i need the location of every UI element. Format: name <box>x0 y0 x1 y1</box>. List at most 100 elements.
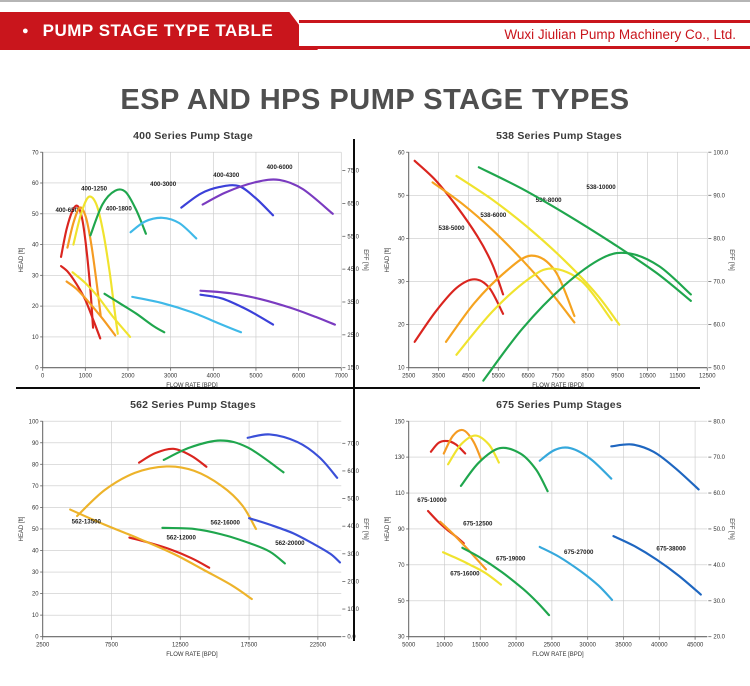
svg-text:50.0: 50.0 <box>713 527 725 533</box>
svg-text:150: 150 <box>395 420 406 426</box>
svg-text:80: 80 <box>32 463 39 469</box>
svg-text:3500: 3500 <box>432 373 446 379</box>
svg-text:80.0: 80.0 <box>713 420 725 426</box>
svg-text:FLOW RATE [BPD]: FLOW RATE [BPD] <box>166 383 218 389</box>
chart-panel-562-series: 562 Series Pump Stages 2500 7500 12500 1750… <box>16 398 370 665</box>
svg-text:50: 50 <box>398 599 405 605</box>
svg-text:70: 70 <box>32 484 39 490</box>
banner-title: PUMP STAGE TYPE TABLE <box>42 21 274 40</box>
svg-text:7500: 7500 <box>551 373 565 379</box>
company-strip: Wuxi Jiulian Pump Machinery Co., Ltd. <box>299 20 750 49</box>
svg-text:90: 90 <box>32 441 39 447</box>
charts-grid: 400 Series Pump Stage 0 1000 2000 3000 4000 5… <box>0 129 750 666</box>
svg-text:12500: 12500 <box>172 643 189 649</box>
svg-text:400-1800: 400-1800 <box>106 206 133 213</box>
svg-text:17500: 17500 <box>241 643 258 649</box>
svg-text:40: 40 <box>32 243 39 249</box>
svg-text:50: 50 <box>32 527 39 533</box>
svg-text:0: 0 <box>35 635 39 641</box>
svg-text:130: 130 <box>395 456 406 462</box>
svg-text:110: 110 <box>395 491 405 497</box>
svg-text:538-8000: 538-8000 <box>536 197 563 204</box>
svg-text:EFF [%]: EFF [%] <box>362 519 368 541</box>
chart-538-series: 2500 3500 4500 5500 6500 7500 8500 9500 10500 115… <box>385 150 734 389</box>
svg-text:30.0: 30.0 <box>713 599 725 605</box>
svg-text:HEAD [ft]: HEAD [ft] <box>19 247 25 272</box>
svg-text:7500: 7500 <box>105 643 119 649</box>
svg-text:3000: 3000 <box>164 373 178 379</box>
svg-text:FLOW RATE [BPD]: FLOW RATE [BPD] <box>532 653 584 659</box>
svg-text:30: 30 <box>398 280 405 286</box>
svg-text:70.0: 70.0 <box>713 456 725 462</box>
svg-text:30: 30 <box>32 273 39 279</box>
svg-text:10500: 10500 <box>639 373 656 379</box>
svg-text:40000: 40000 <box>651 643 668 649</box>
svg-text:70: 70 <box>398 563 405 569</box>
svg-text:100.0: 100.0 <box>713 150 729 156</box>
svg-text:60: 60 <box>398 150 405 156</box>
svg-text:400-1250: 400-1250 <box>81 186 108 193</box>
svg-text:60: 60 <box>32 506 39 512</box>
svg-text:60.0: 60.0 <box>713 491 725 497</box>
svg-text:562-20000: 562-20000 <box>275 541 305 548</box>
chart-title-562-series: 562 Series Pump Stages <box>130 399 256 412</box>
svg-text:40: 40 <box>32 549 39 555</box>
svg-text:30: 30 <box>398 635 405 641</box>
svg-text:EFF [%]: EFF [%] <box>362 249 368 271</box>
svg-text:2000: 2000 <box>121 373 135 379</box>
svg-text:30: 30 <box>32 570 39 576</box>
svg-text:5000: 5000 <box>402 643 416 649</box>
svg-text:EFF [%]: EFF [%] <box>728 519 734 541</box>
svg-text:45000: 45000 <box>687 643 704 649</box>
svg-text:5500: 5500 <box>492 373 506 379</box>
svg-text:HEAD [ft]: HEAD [ft] <box>385 517 391 542</box>
svg-text:9500: 9500 <box>611 373 625 379</box>
svg-text:HEAD [ft]: HEAD [ft] <box>385 247 391 272</box>
svg-text:562-16000: 562-16000 <box>211 520 241 527</box>
svg-text:11500: 11500 <box>669 373 686 379</box>
chart-675-series: 5000 10000 15000 20000 25000 30000 35000 40000 4… <box>385 420 734 659</box>
svg-text:675-10000: 675-10000 <box>417 497 447 504</box>
svg-text:2500: 2500 <box>402 373 416 379</box>
svg-text:6500: 6500 <box>522 373 536 379</box>
svg-text:80.0: 80.0 <box>713 236 725 242</box>
svg-text:50: 50 <box>32 212 39 218</box>
svg-text:100: 100 <box>29 420 40 426</box>
svg-text:10: 10 <box>32 614 39 620</box>
svg-text:FLOW RATE [BPD]: FLOW RATE [BPD] <box>166 653 218 659</box>
svg-text:40: 40 <box>398 236 405 242</box>
svg-text:4000: 4000 <box>207 373 221 379</box>
chart-title-675-series: 675 Series Pump Stages <box>496 399 622 412</box>
svg-text:675-38000: 675-38000 <box>656 546 686 553</box>
svg-text:400-3000: 400-3000 <box>150 181 177 188</box>
svg-text:538-5000: 538-5000 <box>439 225 466 232</box>
svg-text:60.0: 60.0 <box>713 323 725 329</box>
svg-text:400-650: 400-650 <box>55 207 78 214</box>
svg-text:20.0: 20.0 <box>713 635 725 641</box>
svg-text:90.0: 90.0 <box>713 193 725 199</box>
svg-text:FLOW RATE [BPD]: FLOW RATE [BPD] <box>532 383 584 389</box>
svg-text:20: 20 <box>32 304 39 310</box>
svg-text:675-19000: 675-19000 <box>496 556 526 563</box>
svg-text:50.0: 50.0 <box>713 366 725 372</box>
divider-horizontal <box>16 387 700 389</box>
svg-text:1000: 1000 <box>79 373 93 379</box>
company-name: Wuxi Jiulian Pump Machinery Co., Ltd. <box>504 27 736 42</box>
svg-text:538-6000: 538-6000 <box>480 212 507 219</box>
svg-text:562-13500: 562-13500 <box>72 519 102 526</box>
svg-text:12500: 12500 <box>699 373 716 379</box>
chart-562-series: 2500 7500 12500 17500 22500 0 10 20 30 40 50 60 70 80… <box>19 420 368 659</box>
svg-text:2500: 2500 <box>36 643 50 649</box>
page-header: ● PUMP STAGE TYPE TABLE Wuxi Jiulian Pum… <box>0 2 750 50</box>
bullet-icon: ● <box>22 25 29 37</box>
svg-text:0: 0 <box>35 366 39 372</box>
svg-text:675-16000: 675-16000 <box>450 571 480 578</box>
svg-text:8500: 8500 <box>581 373 595 379</box>
svg-text:20000: 20000 <box>508 643 525 649</box>
svg-text:538-10000: 538-10000 <box>586 184 616 191</box>
svg-text:25000: 25000 <box>544 643 561 649</box>
chart-panel-538-series: 538 Series Pump Stages 2500 3500 4500 5500 6… <box>382 129 736 396</box>
chart-400-series: 0 1000 2000 3000 4000 5000 6000 7000 0 10 20 30 40 50… <box>19 150 368 389</box>
svg-text:HEAD [ft]: HEAD [ft] <box>19 517 25 542</box>
svg-text:70: 70 <box>32 150 39 156</box>
